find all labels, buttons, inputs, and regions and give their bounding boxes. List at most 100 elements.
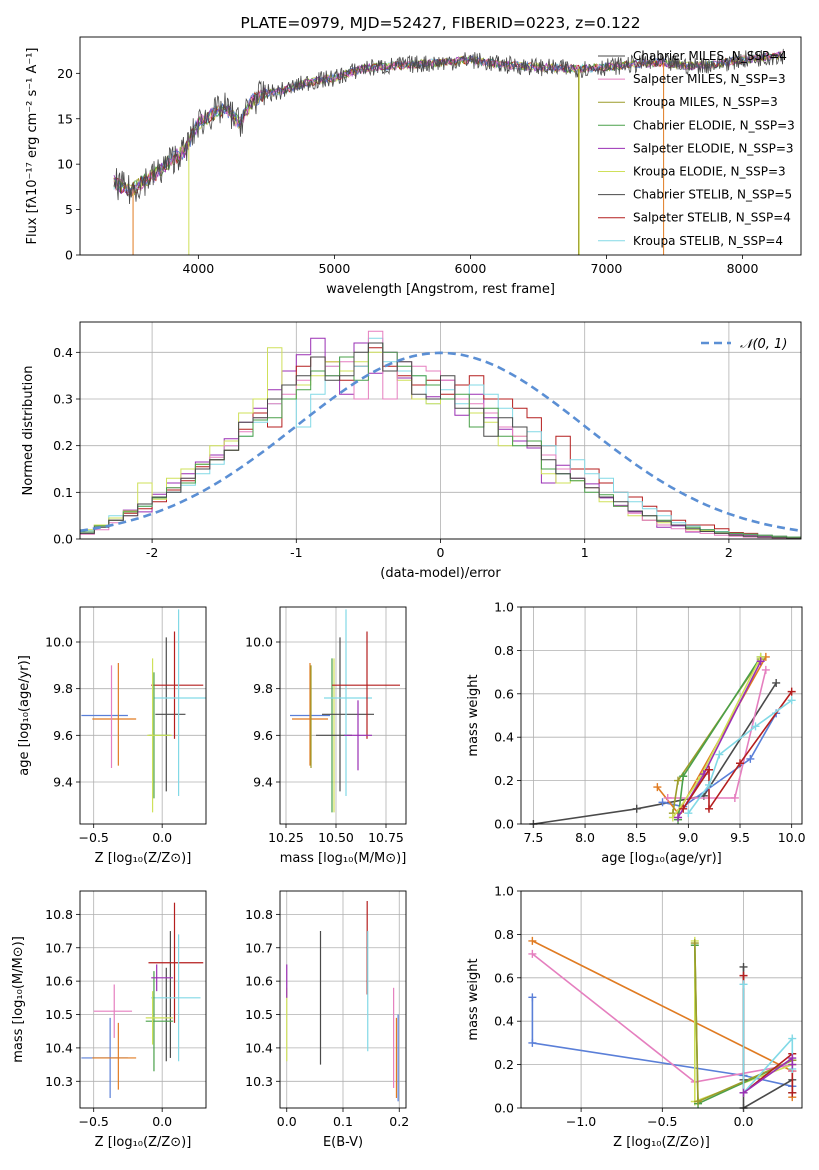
y-tick-label: 10.8 [45,907,73,922]
spectrum-line [113,48,784,205]
weight-marker [715,750,724,759]
legend-label: Salpeter MILES, N_SSP=3 [633,72,786,86]
x-tick-label: 0 [437,545,445,560]
x-tick-label: 6000 [455,261,487,276]
axes-frame [79,321,802,540]
weight-marker [739,971,748,980]
weight-marker [528,993,537,1002]
y-tick-label: 5 [65,202,73,217]
age-vs-metallicity-chart: −0.5 0.0 9.4 9.6 9.8 10.0 Z [log₁₀(Z/Z⊙)] age [… [17,606,207,866]
y-tick-label: 0.3 [53,392,73,407]
histogram-steps [80,330,801,539]
legend-label: Salpeter STELIB, N_SSP=4 [633,211,791,225]
weight-marker [739,1088,748,1097]
y-tick-label: 0.4 [53,345,73,360]
legend-label: Chabrier MILES, N_SSP=4 [633,49,787,63]
y-tick-label: 0.2 [494,773,514,788]
x-axis-label: mass [log₁₀(M/M⊙)] [280,851,407,866]
x-tick-label: −1.0 [566,1114,596,1129]
weight-marker [756,657,765,666]
x-tick-label: −0.5 [647,1114,677,1129]
legend-label: 𝒩(0, 1) [740,337,787,352]
x-tick-label: −0.5 [79,830,109,845]
weight-marker [679,804,688,813]
weight-marker [739,962,748,971]
y-tick-label: 0.1 [53,485,73,500]
legend-label: Kroupa MILES, N_SSP=3 [633,95,778,109]
x-tick-label: 10.0 [778,830,806,845]
mass-weight-vs-age-chart: 7.5 8.0 8.5 9.0 9.5 10.0 0.0 0.2 0.4 0.6 0.8 1.0 age… [466,600,806,867]
y-tick-label: 0.4 [494,1014,514,1029]
weight-marker [787,696,796,705]
x-tick-label: 9.5 [730,830,750,845]
weight-marker [705,780,714,789]
y-tick-label: 1.0 [494,600,514,615]
legend: Chabrier MILES, N_SSP=4 Salpeter MILES, N… [598,49,795,248]
x-tick-label: 10.75 [368,830,404,845]
y-tick-label: 0.0 [53,532,73,547]
y-tick-label: 9.6 [53,728,73,743]
y-tick-label: 10.6 [45,974,73,989]
errorbars [286,901,399,1102]
weight-marker [658,798,667,807]
y-tick-label: 10.4 [45,1040,73,1055]
weight-marker [528,1038,537,1047]
legend-label: Chabrier ELODIE, N_SSP=3 [633,118,795,132]
residual-histogram-chart: -2 -1 0 1 2 0.0 0.1 0.2 0.3 0.4 (data-model)/error… [21,321,802,581]
x-tick-label: 0.0 [277,1114,297,1129]
weight-series [529,652,796,828]
y-tick-label: 10.5 [245,1007,273,1022]
axes-frame [79,606,207,825]
weight-marker [528,936,537,945]
legend-label: Salpeter ELODIE, N_SSP=3 [633,141,794,155]
weight-marker [528,949,537,958]
weight-marker [674,813,683,822]
x-tick-label: 8000 [727,261,759,276]
y-tick-label: 9.4 [253,775,273,790]
weight-series [528,936,797,1112]
weight-marker [690,939,699,948]
weight-marker [679,772,688,781]
y-tick-label: 9.4 [53,775,73,790]
weight-marker [694,1097,703,1106]
y-tick-label: 0.6 [494,686,514,701]
y-tick-label: 9.8 [253,681,273,696]
x-tick-label: 0.0 [734,1114,754,1129]
y-tick-label: 0.8 [494,927,514,942]
weight-marker [772,678,781,687]
x-tick-label: 1 [581,545,589,560]
errorbars [81,609,206,813]
x-tick-label: 8.0 [575,830,595,845]
weight-marker [705,765,714,774]
y-tick-label: 0.2 [53,438,73,453]
x-tick-label: 0.1 [333,1114,353,1129]
legend-label: Kroupa ELODIE, N_SSP=3 [633,165,786,179]
mass-vs-ebv-chart: 0.0 0.1 0.2 10.3 10.4 10.5 10.6 10.7 10.8 E(B-V) [245,890,409,1150]
y-tick-label: 9.6 [253,728,273,743]
y-tick-label: 20 [57,66,73,81]
weight-marker [761,665,770,674]
axes-frame [279,890,407,1109]
y-tick-label: 9.8 [53,681,73,696]
x-tick-label: 9.0 [678,830,698,845]
axes-frame [520,890,803,1109]
x-axis-label: (data-model)/error [380,566,501,581]
age-vs-mass-chart: 10.25 10.50 10.75 9.4 9.6 9.8 10.0 mass [log₁₀(… [245,606,407,866]
weight-marker [746,754,755,763]
axes-frame [279,606,407,825]
errorbars [290,609,400,813]
axes-frame [79,36,802,256]
axes-frame [79,890,207,1109]
weight-line [531,997,793,1088]
y-tick-label: 10.0 [45,635,73,650]
x-axis-label: Z [log₁₀(Z/Z⊙)] [613,1135,710,1150]
x-tick-label: -1 [290,545,302,560]
x-tick-label: 10.50 [318,830,354,845]
spectrum-chart: 4000 5000 6000 7000 8000 0 5 10 15 20 PLATE=0979, … [25,14,802,297]
x-tick-label: 2 [725,545,733,560]
y-tick-label: 10.7 [45,940,73,955]
histogram-series [80,342,801,539]
legend-label: Chabrier STELIB, N_SSP=5 [633,188,792,202]
x-tick-label: -2 [146,545,158,560]
x-axis-label: wavelength [Angstrom, rest frame] [326,282,555,297]
